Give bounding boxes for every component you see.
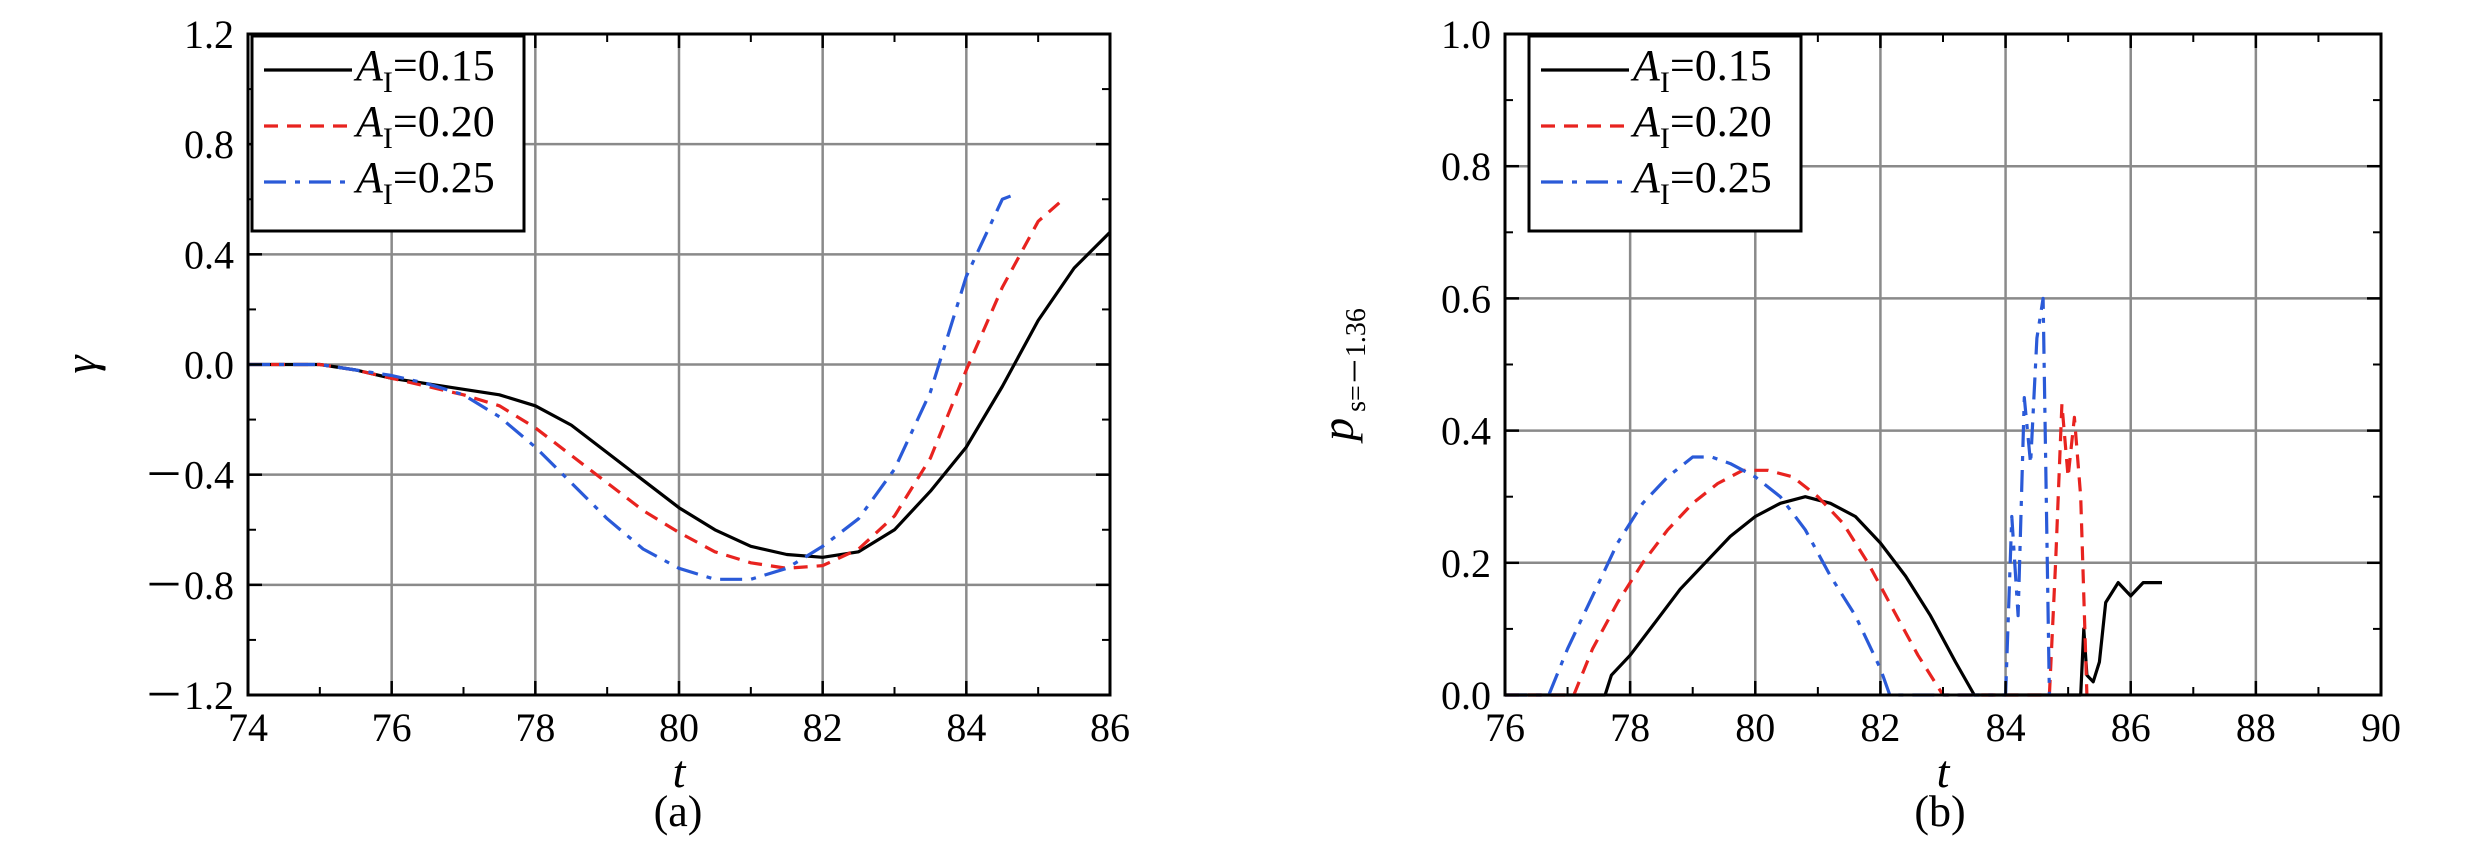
panel-caption: (a): [654, 787, 703, 836]
y-axis-label: γ: [55, 354, 106, 374]
panel-caption: (b): [1914, 787, 1965, 836]
y-tick-label: 0.8: [184, 122, 234, 167]
series-line-3: [1505, 296, 2051, 697]
y-tick-label: －0.4: [144, 453, 234, 498]
x-tick-label: 82: [803, 705, 843, 750]
legend-label: AI=0.20: [1630, 97, 1772, 155]
legend-label: AI=0.25: [1630, 153, 1772, 211]
legend-label: AI=0.25: [353, 153, 495, 211]
y-tick-label: －0.8: [144, 563, 234, 608]
legend-label: AI=0.15: [1630, 41, 1772, 99]
x-tick-label: 76: [1485, 705, 1525, 750]
series-line-3: [248, 192, 1018, 581]
y-tick-label: 1.2: [184, 12, 234, 57]
legend-label: AI=0.15: [353, 41, 495, 99]
series-line-2: [1505, 402, 2089, 697]
x-axis-label: t: [673, 746, 687, 797]
y-tick-label: 0.6: [1441, 276, 1491, 321]
y-axis-label: ps=－1.36: [1312, 308, 1372, 444]
x-tick-label: 74: [228, 705, 268, 750]
chart-panel-a: 74 76 78 80 82 84 86 1.2 0.8 0.4 0.0 －0.4 －0.8 －1.2 t γ…: [55, 12, 1130, 836]
series-line-1: [248, 231, 1112, 559]
y-tick-label: 0.4: [1441, 409, 1491, 454]
y-tick-label: 0.0: [1441, 673, 1491, 718]
x-axis-label: t: [1937, 746, 1951, 797]
chart-panel-b: 76 78 80 82 84 86 88 90 1.0 0.8 0.6 0.4 0.2 0.0 t ps=－1…: [1312, 12, 2401, 836]
y-tick-label: 0.2: [1441, 541, 1491, 586]
x-tick-label: 86: [1090, 705, 1130, 750]
y-tick-label: －1.2: [144, 673, 234, 718]
x-tick-label: 82: [1860, 705, 1900, 750]
x-tick-label: 78: [515, 705, 555, 750]
x-tick-label: 80: [1735, 705, 1775, 750]
x-tick-label: 90: [2361, 705, 2401, 750]
x-tick-label: 84: [1986, 705, 2026, 750]
x-tick-label: 76: [372, 705, 412, 750]
series-line-2: [248, 198, 1065, 570]
x-tick-label: 88: [2236, 705, 2276, 750]
y-tick-label: 0.4: [184, 232, 234, 277]
legend-label: AI=0.20: [353, 97, 495, 155]
x-tick-label: 80: [659, 705, 699, 750]
legend-box: [1527, 34, 1803, 233]
x-tick-label: 86: [2111, 705, 2151, 750]
series-line-1: [1505, 495, 2162, 697]
x-tick-label: 84: [946, 705, 986, 750]
y-tick-label: 0.8: [1441, 144, 1491, 189]
y-tick-label: 0.0: [184, 343, 234, 388]
x-tick-label: 78: [1610, 705, 1650, 750]
y-tick-label: 1.0: [1441, 12, 1491, 57]
